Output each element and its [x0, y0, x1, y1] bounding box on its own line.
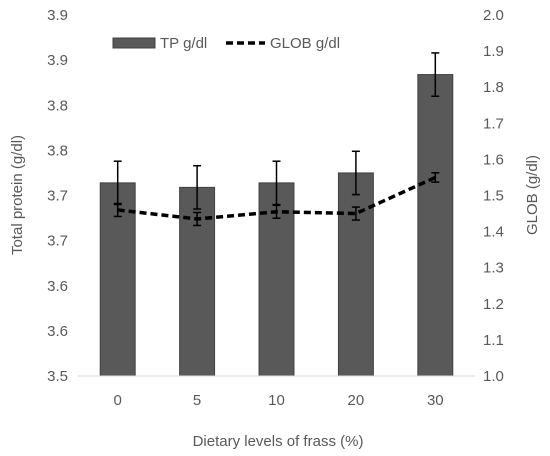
- legend-bar-swatch: [112, 37, 156, 49]
- y-tick-label: 3.8: [47, 142, 68, 159]
- y2-tick-label: 1.3: [483, 260, 504, 277]
- legend-line-label: GLOB g/dl: [270, 35, 340, 52]
- y2-tick-label: 1.6: [483, 151, 504, 168]
- y2-tick-label: 1.2: [483, 296, 504, 313]
- x-tick-label: 30: [427, 392, 444, 409]
- y-tick-label: 3.7: [47, 233, 68, 250]
- y-tick-label: 3.6: [47, 323, 68, 340]
- y2-tick-label: 1.7: [483, 115, 504, 132]
- y2-tick-label: 1.8: [483, 79, 504, 96]
- x-tick-label: 5: [193, 392, 201, 409]
- x-tick-label: 20: [348, 392, 365, 409]
- y2-tick-label: 1.5: [483, 188, 504, 205]
- legend: TP g/dl GLOB g/dl: [112, 35, 340, 52]
- y2-tick-label: 2.0: [483, 7, 504, 24]
- axis-layer: 3.5 3.6 3.6 3.7 3.7 3.8 3.8 3.9 3.9 1.0 1.1 1.2 1.3 1…: [47, 7, 504, 409]
- y-axis-title: Total protein (g/dl): [9, 135, 26, 255]
- line-layer: [113, 172, 440, 227]
- y2-tick-label: 1.0: [483, 368, 504, 385]
- y2-tick-label: 1.1: [483, 332, 504, 349]
- x-axis-title: Dietary levels of frass (%): [193, 433, 364, 450]
- bars-layer: [99, 52, 454, 377]
- y2-tick-label: 1.9: [483, 43, 504, 60]
- y-tick-label: 3.9: [47, 52, 68, 69]
- bar: [337, 172, 374, 377]
- y-tick-label: 3.7: [47, 188, 68, 205]
- x-tick-label: 10: [268, 392, 285, 409]
- x-tick-label: 0: [114, 392, 122, 409]
- bar: [417, 74, 454, 377]
- y-tick-label: 3.8: [47, 97, 68, 114]
- y-tick-label: 3.5: [47, 368, 68, 385]
- legend-bar-label: TP g/dl: [160, 35, 207, 52]
- y-tick-label: 3.9: [47, 7, 68, 24]
- y-tick-label: 3.6: [47, 278, 68, 295]
- y2-tick-label: 1.4: [483, 224, 504, 241]
- y2-axis-title: GLOB (g/dl): [524, 155, 541, 235]
